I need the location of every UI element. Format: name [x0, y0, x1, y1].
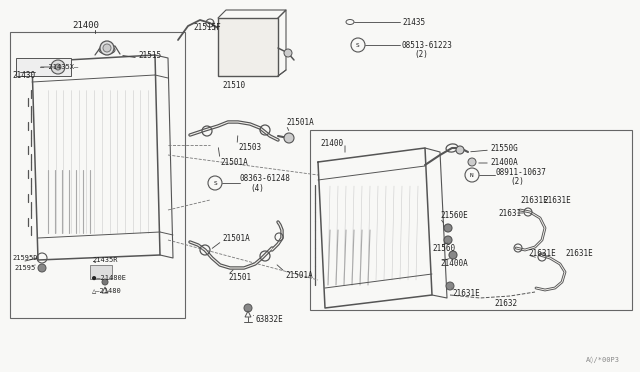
Text: 21632: 21632 [494, 298, 517, 308]
Text: 21631E: 21631E [452, 289, 480, 298]
Bar [10, 32, 185, 318]
Text: (4): (4) [250, 183, 264, 192]
Text: (2): (2) [510, 176, 524, 186]
Text: 21435R: 21435R [92, 257, 118, 263]
Text: 21560: 21560 [432, 244, 455, 253]
Circle shape [284, 49, 292, 57]
Text: S: S [356, 42, 360, 48]
Text: 08513-61223: 08513-61223 [402, 41, 453, 49]
Circle shape [244, 304, 252, 312]
Circle shape [468, 158, 476, 166]
Text: △—21480: △—21480 [92, 287, 122, 293]
Text: 21515F: 21515F [193, 22, 221, 32]
Text: — 21435X—: — 21435X— [40, 64, 78, 70]
Text: ●—21480E: ●—21480E [92, 275, 126, 281]
Circle shape [446, 282, 454, 290]
Text: 21501: 21501 [228, 273, 251, 282]
Text: 21515: 21515 [138, 51, 161, 60]
Circle shape [456, 146, 464, 154]
Text: 08363-61248: 08363-61248 [240, 173, 291, 183]
Text: 21501A: 21501A [285, 270, 313, 279]
Text: 21631E: 21631E [565, 248, 593, 257]
Circle shape [100, 41, 114, 55]
Text: 21510: 21510 [222, 80, 245, 90]
Text: 21430: 21430 [12, 71, 35, 80]
Text: 21400A: 21400A [490, 157, 518, 167]
Circle shape [38, 264, 46, 272]
Text: 21560E: 21560E [440, 211, 468, 219]
Circle shape [449, 251, 457, 259]
Bar [16, 58, 71, 76]
Circle shape [284, 133, 294, 143]
Circle shape [103, 44, 111, 52]
Bar [218, 18, 278, 76]
Text: 21503: 21503 [238, 142, 261, 151]
Text: 21595D: 21595D [12, 255, 38, 261]
Text: 21631E: 21631E [520, 196, 548, 205]
Text: 21631E: 21631E [528, 248, 556, 257]
Text: 21400A: 21400A [440, 259, 468, 267]
Text: 21631E: 21631E [543, 196, 571, 205]
Text: 21400: 21400 [72, 20, 99, 29]
Bar [310, 130, 632, 310]
Text: 08911-10637: 08911-10637 [495, 167, 546, 176]
Circle shape [444, 224, 452, 232]
Text: 21595: 21595 [14, 265, 35, 271]
Text: A◊/*00P3: A◊/*00P3 [586, 356, 620, 364]
Bar [90, 265, 112, 279]
Text: 21501A: 21501A [220, 157, 248, 167]
Text: 21435: 21435 [402, 17, 425, 26]
Circle shape [55, 64, 61, 70]
Text: 21501A: 21501A [286, 118, 314, 126]
Circle shape [444, 236, 452, 244]
Text: (2): (2) [414, 49, 428, 58]
Text: N: N [470, 173, 474, 177]
Circle shape [51, 60, 65, 74]
Text: 63832E: 63832E [255, 315, 283, 324]
Text: S: S [213, 180, 217, 186]
Text: 21550G: 21550G [490, 144, 518, 153]
Text: 21501A: 21501A [222, 234, 250, 243]
Text: 21400: 21400 [320, 138, 343, 148]
Circle shape [102, 279, 108, 285]
Text: 21631: 21631 [498, 208, 521, 218]
